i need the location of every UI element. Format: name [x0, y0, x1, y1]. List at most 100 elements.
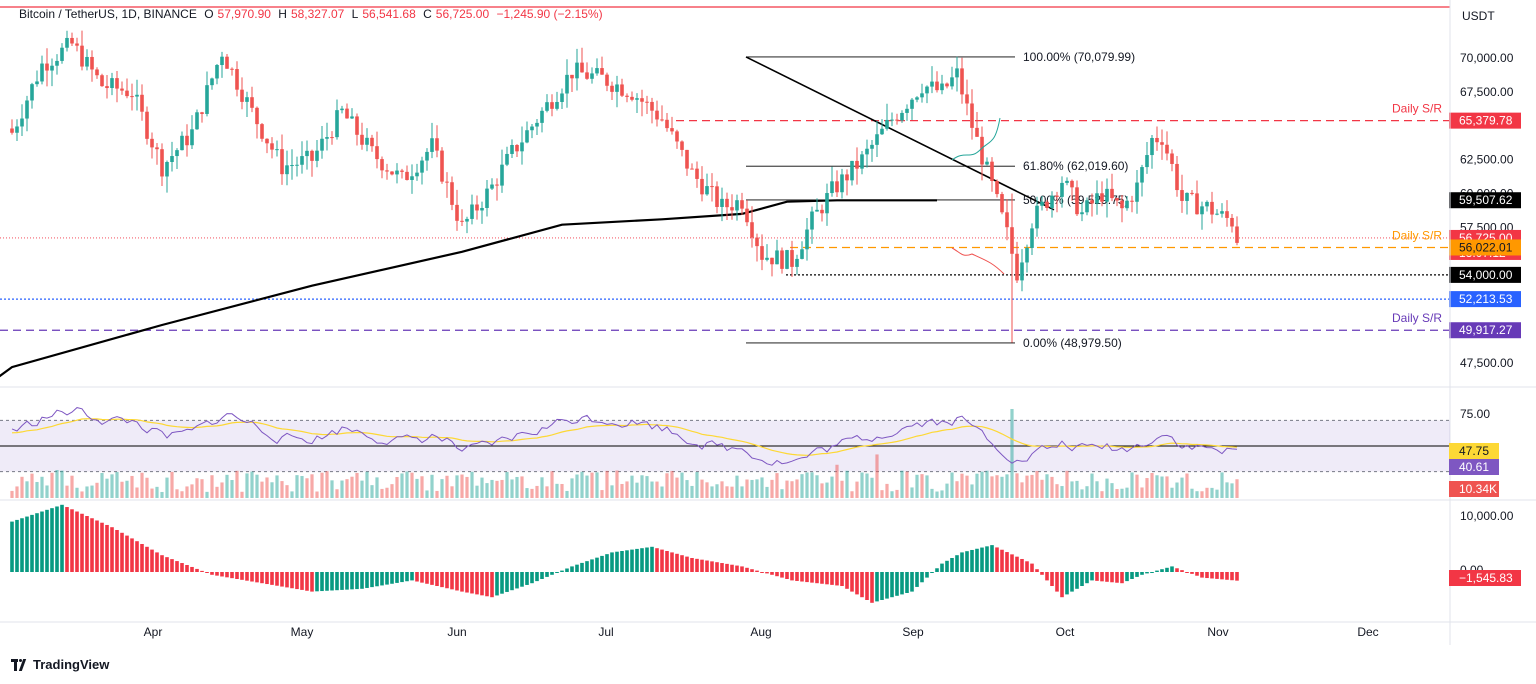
time-axis-tick: Apr [144, 625, 163, 639]
volume-bar [675, 477, 679, 498]
volume-bar [350, 476, 354, 498]
histogram-bar [845, 572, 849, 589]
volume-bar [835, 464, 839, 498]
candle [965, 94, 969, 104]
histogram-bar [490, 572, 494, 598]
candle [1090, 200, 1094, 204]
candle [70, 37, 74, 44]
histogram-bar [1190, 572, 1194, 574]
volume-bar [1080, 489, 1084, 498]
histogram-bar [110, 527, 114, 572]
volume-bar [645, 476, 649, 498]
high-value: 58,327.07 [290, 7, 345, 21]
histogram-bar [290, 572, 294, 589]
histogram-bar [1110, 572, 1114, 583]
histogram-bar [90, 518, 94, 572]
volume-bar [465, 476, 469, 498]
volume-bar [1075, 480, 1079, 498]
volume-bar [990, 476, 994, 498]
volume-bar [1150, 472, 1154, 498]
volume-label: 10.34K [1459, 482, 1497, 496]
candle [205, 85, 209, 114]
histogram-bar [1065, 572, 1069, 595]
volume-bar [85, 486, 89, 498]
histogram-bar [255, 572, 259, 583]
histogram-bar [710, 561, 714, 572]
histogram-label: −1,545.83 [1459, 571, 1513, 585]
bullish-projection [951, 117, 1001, 161]
volume-bar [1135, 474, 1139, 498]
histogram-bar [25, 516, 29, 572]
candle [815, 209, 819, 212]
candle [885, 119, 889, 129]
histogram-bar [50, 508, 54, 572]
volume-bar [560, 483, 564, 498]
price-label: 49,917.27 [1459, 323, 1513, 337]
histogram-bar [1180, 570, 1184, 572]
histogram-bar [185, 565, 189, 572]
histogram-bar [1095, 572, 1099, 581]
histogram-bar [440, 572, 444, 588]
histogram-bar [40, 511, 44, 572]
tradingview-brand[interactable]: TradingView [11, 657, 109, 672]
volume-bar [445, 475, 449, 498]
volume-bar [530, 488, 534, 498]
histogram-bar [730, 564, 734, 572]
candle [1050, 195, 1054, 208]
candle [380, 159, 384, 171]
candle [570, 74, 574, 79]
volume-bar [1040, 479, 1044, 498]
histogram-bar [95, 520, 99, 572]
volume-bar [330, 480, 334, 498]
volume-bar [550, 471, 554, 498]
volume-bar [110, 474, 114, 498]
histogram-bar [250, 572, 254, 582]
volume-bar [810, 472, 814, 498]
histogram-bar [955, 555, 959, 572]
candle [1130, 200, 1134, 202]
candle [285, 165, 289, 175]
candle [645, 101, 649, 103]
volume-bar [130, 475, 134, 498]
volume-bar [105, 478, 109, 498]
rsi-line [11, 407, 1238, 466]
histogram-bar [550, 572, 554, 575]
volume-bar [970, 484, 974, 498]
volume-bar [540, 477, 544, 498]
histogram-bar [485, 572, 489, 597]
volume-bar [60, 470, 64, 498]
volume-bar [35, 481, 39, 498]
candle [605, 74, 609, 86]
candle [535, 122, 539, 127]
candle [900, 112, 904, 121]
histogram-bar [980, 547, 984, 572]
histogram-bar [760, 572, 764, 573]
volume-bar [265, 477, 269, 498]
candle [735, 200, 739, 211]
histogram-bar [1050, 572, 1054, 586]
candle [915, 97, 919, 100]
candle [245, 97, 249, 102]
volume-bar [1200, 491, 1204, 498]
histogram-bar [15, 519, 19, 572]
histogram-bar [1185, 572, 1189, 573]
candle [85, 56, 89, 67]
volume-bar [680, 472, 684, 498]
open-value: 57,970.90 [217, 7, 271, 21]
candle [210, 78, 214, 86]
histogram-bar [195, 568, 199, 572]
candle [520, 142, 524, 152]
histogram-bar [435, 572, 439, 586]
low-label: L [351, 7, 359, 21]
tradingview-logo-icon [11, 658, 29, 671]
candle [835, 181, 839, 193]
candle [800, 249, 804, 259]
histogram-bar [120, 532, 124, 572]
axis-unit[interactable]: USDT [1462, 9, 1495, 23]
candle [260, 124, 264, 139]
candle [225, 56, 229, 69]
candle [475, 204, 479, 211]
volume-bar [715, 484, 719, 498]
histogram-bar [885, 572, 889, 599]
